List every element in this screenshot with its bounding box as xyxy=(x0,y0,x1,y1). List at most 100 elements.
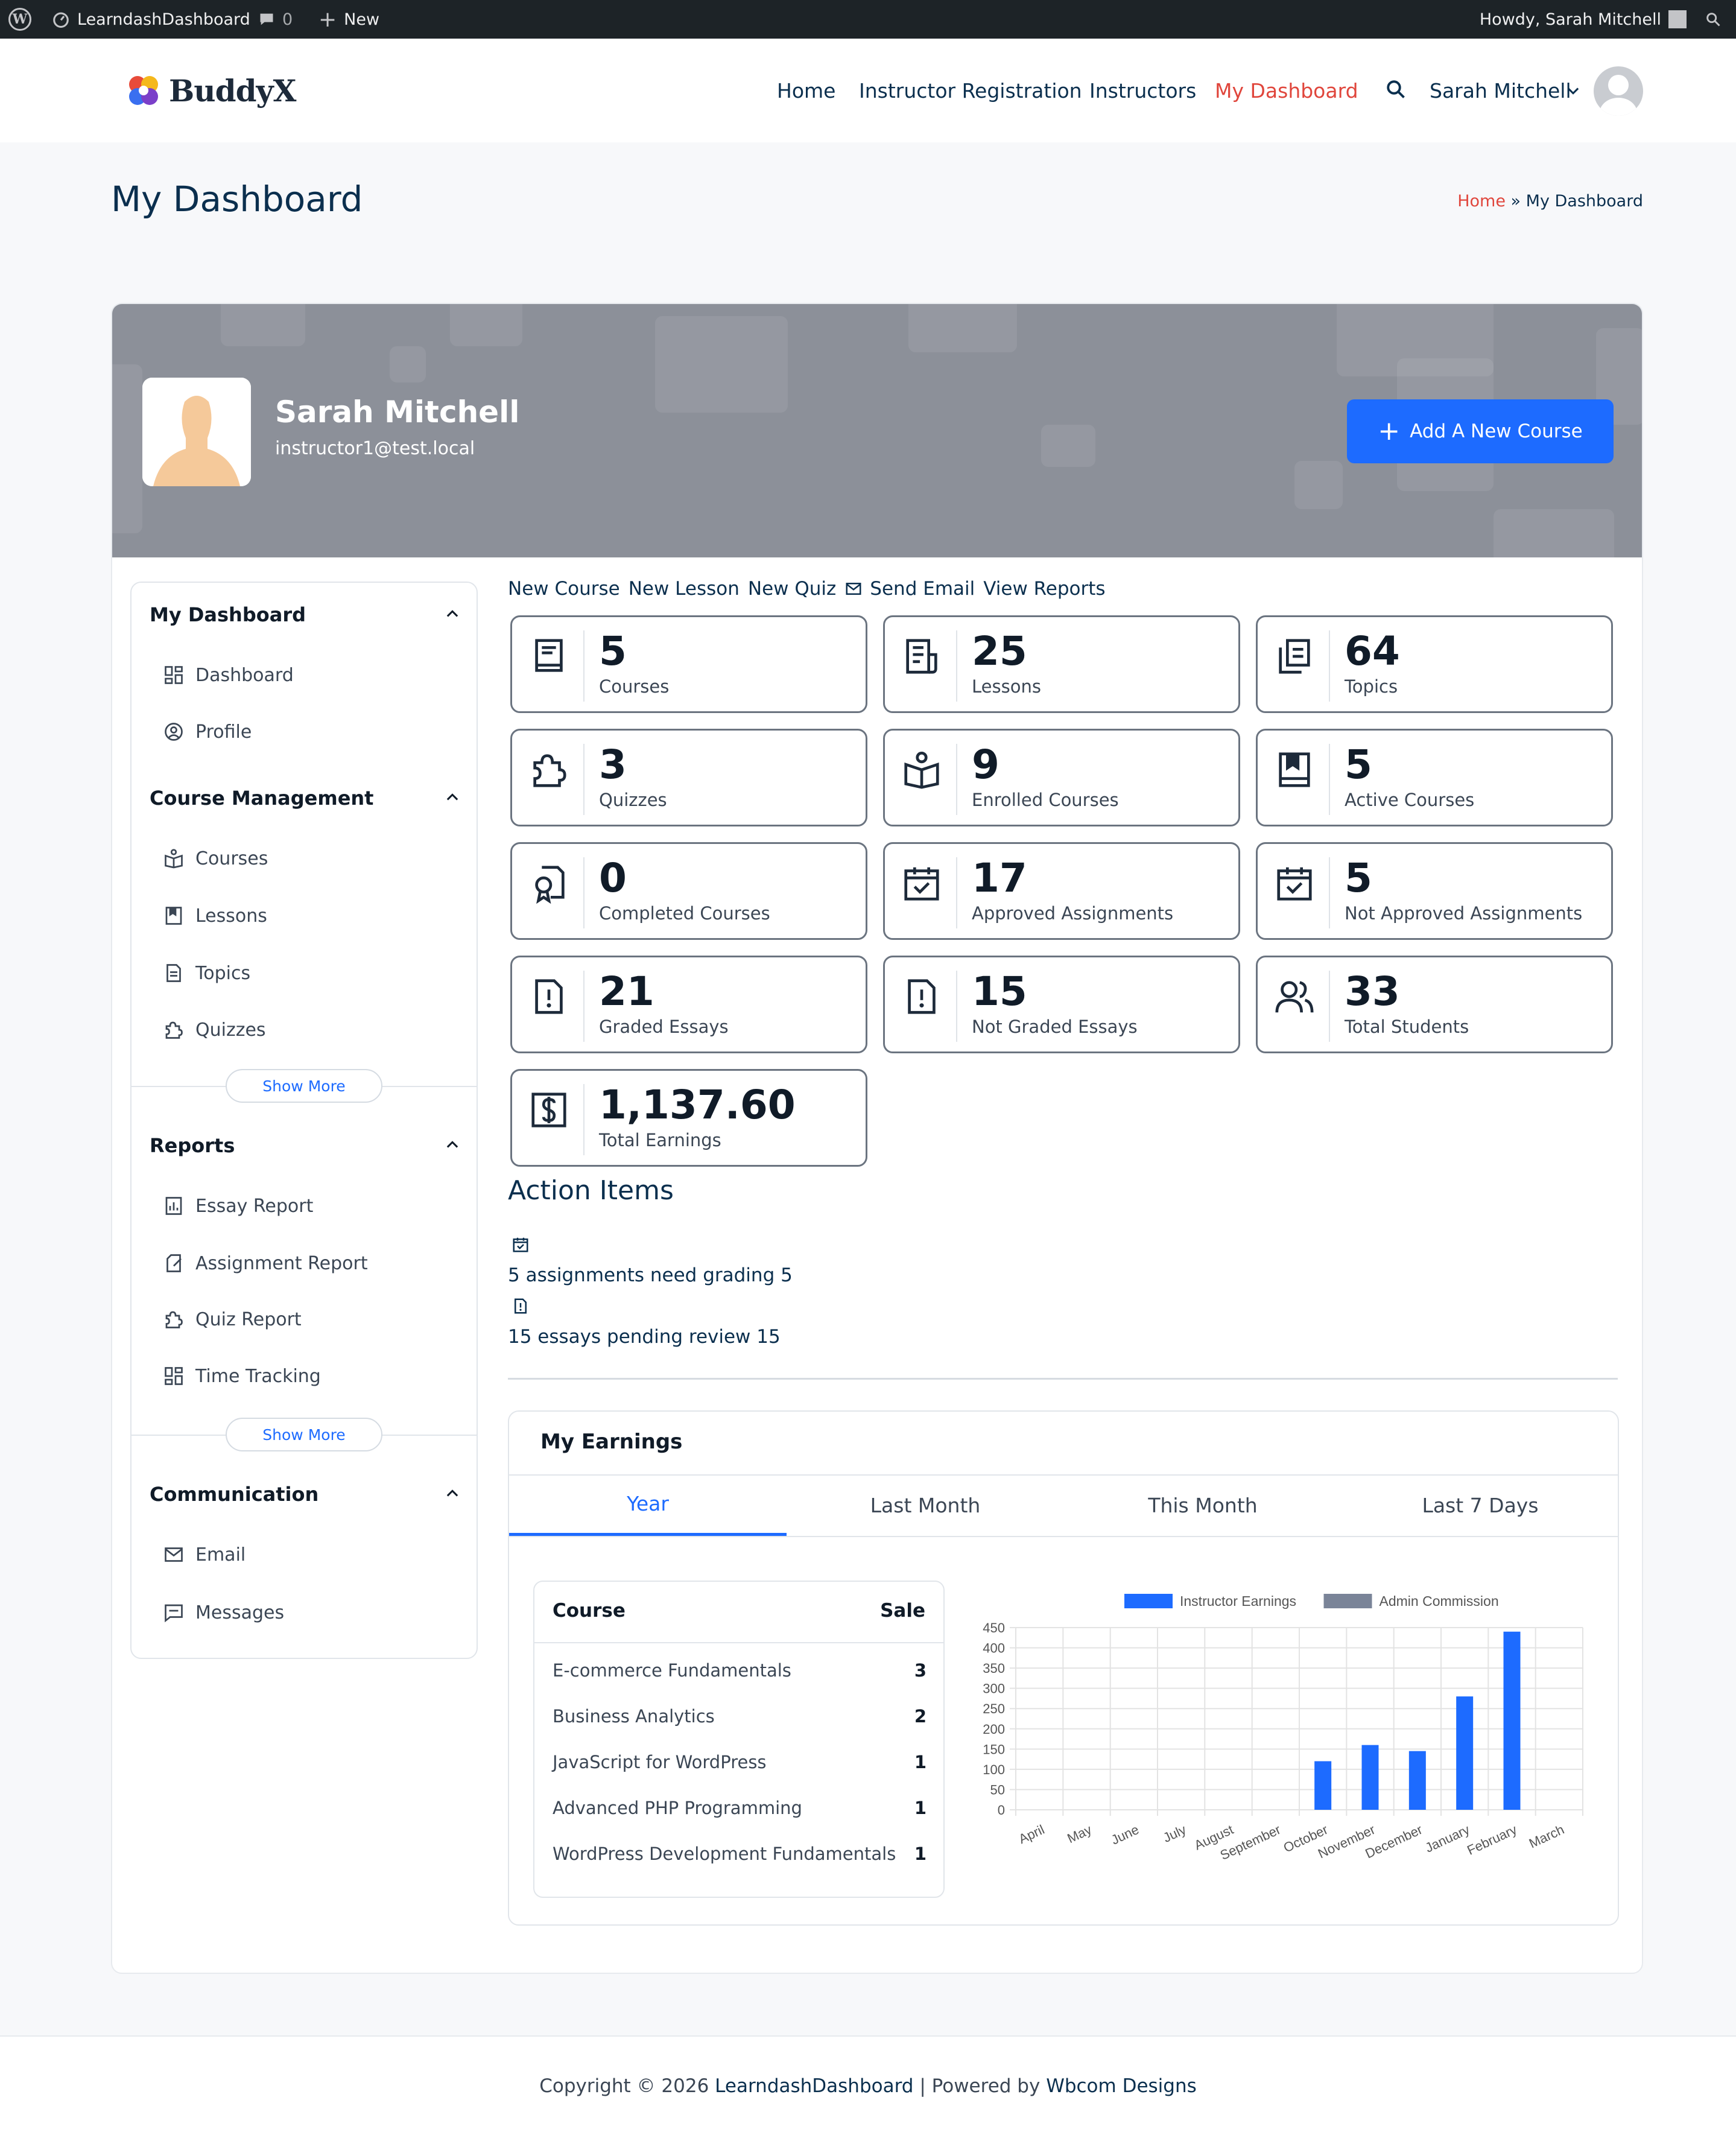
chevron-down-icon[interactable] xyxy=(1565,82,1582,99)
quick-links: New Course New Lesson New Quiz Send Emai… xyxy=(508,578,1106,600)
sidebar-item-messages[interactable]: Messages xyxy=(163,1597,284,1628)
stat-card-total-earnings[interactable]: 1,137.60 Total Earnings xyxy=(510,1069,867,1167)
reader-icon xyxy=(904,751,939,789)
stat-value: 33 xyxy=(1345,968,1400,1015)
footer-powered-link[interactable]: Wbcom Designs xyxy=(1046,2075,1197,2097)
quick-link-new-course[interactable]: New Course xyxy=(508,578,620,600)
site-name-link[interactable]: LearndashDashboard xyxy=(52,0,250,39)
breadcrumb: Home » My Dashboard xyxy=(1457,192,1643,211)
y-tick-label: 400 xyxy=(983,1641,1005,1656)
quick-link-send-email[interactable]: Send Email xyxy=(844,578,975,600)
sidebar-section-communication[interactable]: Communication xyxy=(150,1483,319,1506)
footer-prefix: Copyright © 2026 xyxy=(539,2075,709,2097)
earnings-panel: My Earnings Year Last Month This Month L… xyxy=(508,1410,1619,1926)
sidebar-item-quizzes[interactable]: Quizzes xyxy=(163,1015,266,1045)
sidebar-section-reports[interactable]: Reports xyxy=(150,1134,235,1157)
course-sale: 3 xyxy=(914,1660,927,1681)
tab-last-month[interactable]: Last Month xyxy=(870,1493,981,1517)
chevron-up-icon[interactable] xyxy=(444,1485,461,1502)
site-logo[interactable]: BuddyX xyxy=(124,71,296,110)
stat-card-courses[interactable]: 5 Courses xyxy=(510,615,867,713)
sidebar-item-courses[interactable]: Courses xyxy=(163,843,268,874)
sidebar-item-email[interactable]: Email xyxy=(163,1540,246,1570)
comments-link[interactable]: 0 xyxy=(258,0,293,39)
course-name: JavaScript for WordPress xyxy=(553,1752,767,1772)
sidebar-item-label: Quiz Report xyxy=(195,1308,302,1330)
chevron-up-icon[interactable] xyxy=(444,606,461,623)
sidebar-item-topics[interactable]: Topics xyxy=(163,958,250,988)
copy-icon xyxy=(1279,639,1310,674)
sidebar-item-essay-report[interactable]: Essay Report xyxy=(163,1191,313,1221)
stat-card-not-approved-assignments[interactable]: 5 Not Approved Assignments xyxy=(1256,842,1613,940)
footer-site-link[interactable]: LearndashDashboard xyxy=(715,2075,914,2097)
stat-card-topics[interactable]: 64 Topics xyxy=(1256,615,1613,713)
sidebar-item-lessons[interactable]: Lessons xyxy=(163,901,267,931)
sidebar-item-label: Email xyxy=(195,1544,246,1565)
sidebar-item-label: Lessons xyxy=(195,905,267,927)
tab-last-7-days[interactable]: Last 7 Days xyxy=(1422,1493,1539,1517)
stat-card-active-courses[interactable]: 5 Active Courses xyxy=(1256,729,1613,826)
chevron-up-icon[interactable] xyxy=(444,1137,461,1153)
course-sale: 1 xyxy=(914,1752,927,1772)
search-icon[interactable] xyxy=(1705,11,1722,28)
stat-card-completed-courses[interactable]: 0 Completed Courses xyxy=(510,842,867,940)
stat-card-approved-assignments[interactable]: 17 Approved Assignments xyxy=(883,842,1240,940)
stat-label: Completed Courses xyxy=(599,903,770,924)
nav-my-dashboard[interactable]: My Dashboard xyxy=(1215,78,1358,103)
quick-link-new-lesson[interactable]: New Lesson xyxy=(628,578,740,600)
nav-home[interactable]: Home xyxy=(777,78,836,103)
column-header-sale: Sale xyxy=(880,1600,925,1622)
breadcrumb-home[interactable]: Home xyxy=(1457,192,1506,211)
show-more-button[interactable]: Show More xyxy=(226,1418,382,1451)
table-row: WordPress Development Fundamentals 1 xyxy=(553,1832,927,1877)
stat-card-not-graded-essays[interactable]: 15 Not Graded Essays xyxy=(883,956,1240,1053)
stat-value: 0 xyxy=(599,855,627,901)
new-content-link[interactable]: + New xyxy=(318,0,379,39)
sidebar-item-time-tracking[interactable]: Time Tracking xyxy=(163,1361,321,1391)
site-header: BuddyX Home Instructor Registration Inst… xyxy=(0,39,1736,142)
quick-link-view-reports[interactable]: View Reports xyxy=(983,578,1106,600)
legend-swatch xyxy=(1124,1594,1173,1608)
stat-label: Active Courses xyxy=(1345,790,1475,810)
assignment-report-icon xyxy=(166,1254,182,1272)
sidebar-item-dashboard[interactable]: Dashboard xyxy=(163,660,294,690)
my-account-menu[interactable]: Howdy, Sarah Mitchell xyxy=(1480,0,1722,39)
course-name: Business Analytics xyxy=(553,1706,715,1727)
y-tick-label: 300 xyxy=(983,1681,1005,1696)
stat-card-total-students[interactable]: 33 Total Students xyxy=(1256,956,1613,1053)
sidebar-item-label: Assignment Report xyxy=(195,1252,368,1274)
sidebar-item-quiz-report[interactable]: Quiz Report xyxy=(163,1304,302,1334)
x-tick-label: February xyxy=(1465,1822,1519,1858)
action-item-essays[interactable]: 15 essays pending review 15 xyxy=(508,1326,781,1348)
puzzle-icon xyxy=(533,754,566,787)
stat-card-lessons[interactable]: 25 Lessons xyxy=(883,615,1240,713)
add-new-course-button[interactable]: + Add A New Course xyxy=(1347,399,1614,463)
quick-link-new-quiz[interactable]: New Quiz xyxy=(747,578,837,600)
x-tick-label: March xyxy=(1527,1822,1567,1851)
action-item-assignments[interactable]: 5 assignments need grading 5 xyxy=(508,1264,793,1286)
tab-year[interactable]: Year xyxy=(509,1474,787,1536)
stat-card-graded-essays[interactable]: 21 Graded Essays xyxy=(510,956,867,1053)
stat-card-enrolled-courses[interactable]: 9 Enrolled Courses xyxy=(883,729,1240,826)
header-avatar[interactable] xyxy=(1594,66,1643,116)
legend-label: Admin Commission xyxy=(1380,1593,1499,1609)
chevron-up-icon[interactable] xyxy=(444,789,461,806)
howdy-text: Howdy, Sarah Mitchell xyxy=(1479,10,1661,29)
stat-card-quizzes[interactable]: 3 Quizzes xyxy=(510,729,867,826)
sidebar-section-my-dashboard[interactable]: My Dashboard xyxy=(150,603,306,626)
show-more-button[interactable]: Show More xyxy=(226,1069,382,1103)
legend-label: Instructor Earnings xyxy=(1180,1593,1296,1609)
nav-instructor-registration[interactable]: Instructor Registration xyxy=(859,78,1082,103)
sidebar-item-profile[interactable]: Profile xyxy=(163,717,252,747)
dashboard-panel: Sarah Mitchell instructor1@test.local + … xyxy=(111,303,1643,1974)
header-search-icon[interactable] xyxy=(1385,78,1407,100)
nav-instructors[interactable]: Instructors xyxy=(1089,78,1197,103)
header-user-name[interactable]: Sarah Mitchell xyxy=(1430,78,1571,103)
admin-avatar xyxy=(1668,10,1687,28)
earnings-bar-chart: Instructor Earnings Admin Commission 0 50 10… xyxy=(983,1593,1583,1863)
wordpress-logo-button[interactable]: W xyxy=(8,0,31,39)
sidebar-item-assignment-report[interactable]: Assignment Report xyxy=(163,1248,368,1278)
sidebar-section-course-management[interactable]: Course Management xyxy=(150,787,374,810)
tab-this-month[interactable]: This Month xyxy=(1148,1493,1258,1517)
y-tick-label: 50 xyxy=(990,1782,1005,1797)
